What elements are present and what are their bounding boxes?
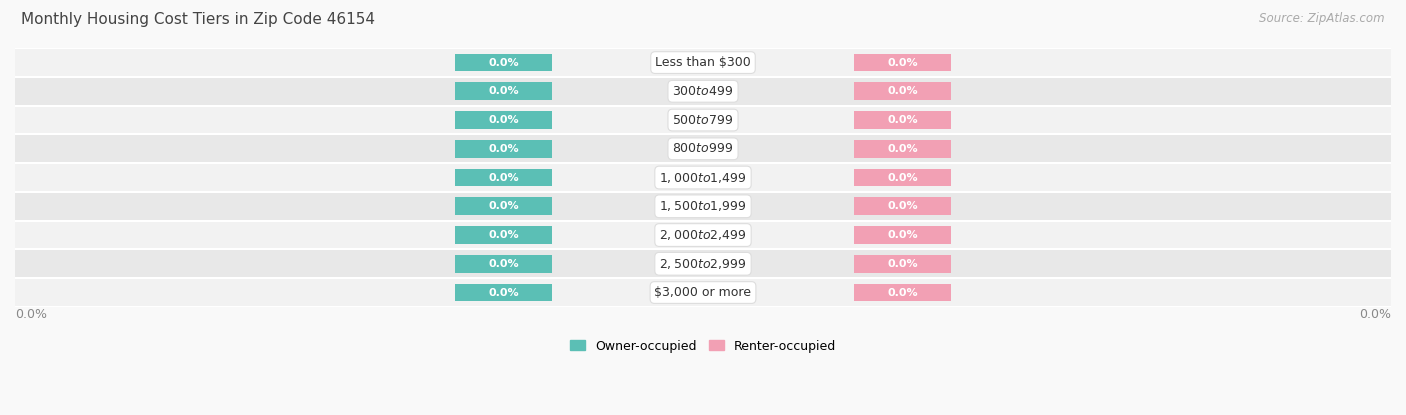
Bar <box>456 83 551 100</box>
Bar <box>15 278 1391 307</box>
Text: 0.0%: 0.0% <box>887 259 918 269</box>
Text: Less than $300: Less than $300 <box>655 56 751 69</box>
Bar <box>855 83 950 100</box>
Bar <box>855 140 950 158</box>
Bar <box>15 77 1391 106</box>
Bar <box>15 134 1391 163</box>
Bar <box>855 198 950 215</box>
Text: 0.0%: 0.0% <box>488 144 519 154</box>
Text: $500 to $799: $500 to $799 <box>672 114 734 127</box>
Bar <box>456 111 551 129</box>
Text: 0.0%: 0.0% <box>488 230 519 240</box>
Bar <box>855 226 950 244</box>
Bar <box>15 48 1391 77</box>
Text: 0.0%: 0.0% <box>887 144 918 154</box>
Text: 0.0%: 0.0% <box>488 259 519 269</box>
Text: 0.0%: 0.0% <box>887 58 918 68</box>
Bar <box>855 168 950 186</box>
Text: $2,500 to $2,999: $2,500 to $2,999 <box>659 257 747 271</box>
Text: $1,000 to $1,499: $1,000 to $1,499 <box>659 171 747 185</box>
Text: 0.0%: 0.0% <box>488 115 519 125</box>
Bar <box>456 140 551 158</box>
Bar <box>456 283 551 301</box>
Legend: Owner-occupied, Renter-occupied: Owner-occupied, Renter-occupied <box>565 334 841 358</box>
Text: 0.0%: 0.0% <box>488 201 519 211</box>
Bar <box>855 54 950 71</box>
Bar <box>15 106 1391 134</box>
Text: 0.0%: 0.0% <box>887 288 918 298</box>
Text: 0.0%: 0.0% <box>488 173 519 183</box>
Bar <box>456 198 551 215</box>
Text: 0.0%: 0.0% <box>488 288 519 298</box>
Text: 0.0%: 0.0% <box>887 115 918 125</box>
Bar <box>15 163 1391 192</box>
Text: 0.0%: 0.0% <box>887 86 918 96</box>
Text: 0.0%: 0.0% <box>887 230 918 240</box>
Text: $300 to $499: $300 to $499 <box>672 85 734 98</box>
Text: $2,000 to $2,499: $2,000 to $2,499 <box>659 228 747 242</box>
Bar <box>456 168 551 186</box>
Bar <box>855 111 950 129</box>
Text: 0.0%: 0.0% <box>15 308 46 322</box>
Bar <box>15 249 1391 278</box>
Bar <box>15 221 1391 249</box>
Text: 0.0%: 0.0% <box>1360 308 1391 322</box>
Text: 0.0%: 0.0% <box>887 173 918 183</box>
Bar <box>456 54 551 71</box>
Bar <box>456 226 551 244</box>
Text: Monthly Housing Cost Tiers in Zip Code 46154: Monthly Housing Cost Tiers in Zip Code 4… <box>21 12 375 27</box>
Text: $800 to $999: $800 to $999 <box>672 142 734 155</box>
Bar <box>456 255 551 273</box>
Text: Source: ZipAtlas.com: Source: ZipAtlas.com <box>1260 12 1385 25</box>
Text: $1,500 to $1,999: $1,500 to $1,999 <box>659 199 747 213</box>
Text: 0.0%: 0.0% <box>488 58 519 68</box>
Text: 0.0%: 0.0% <box>488 86 519 96</box>
Text: 0.0%: 0.0% <box>887 201 918 211</box>
Bar <box>15 192 1391 221</box>
Bar <box>855 283 950 301</box>
Bar <box>855 255 950 273</box>
Text: $3,000 or more: $3,000 or more <box>655 286 751 299</box>
